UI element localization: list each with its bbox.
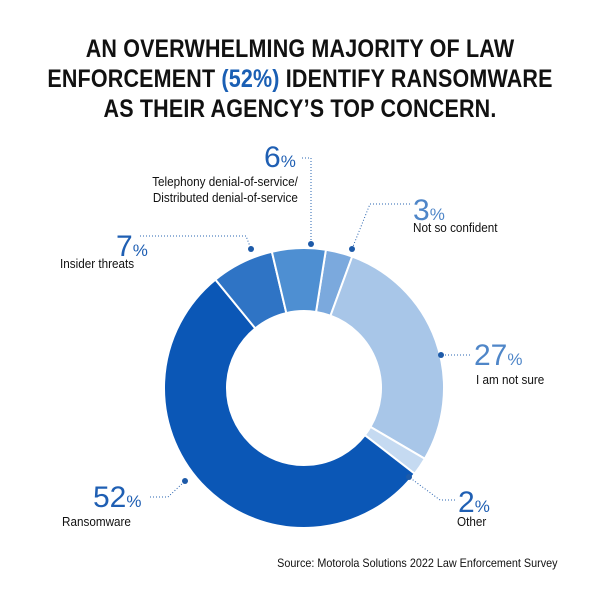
label-line: Telephony denial-of-service/ bbox=[152, 174, 298, 189]
value-label-other: 2% bbox=[458, 488, 490, 522]
percent-sign: % bbox=[280, 152, 296, 171]
value-number: 52 bbox=[93, 481, 127, 514]
chart-title: AN OVERWHELMING MAJORITY OF LAW ENFORCEM… bbox=[42, 34, 558, 124]
category-label-telephony: Telephony denial-of-service/Distributed … bbox=[152, 174, 298, 206]
title-text: IDENTIFY RANSOMWARE bbox=[279, 65, 553, 93]
percent-sign: % bbox=[429, 205, 445, 224]
category-label-not-so-confident: Not so confident bbox=[413, 220, 498, 235]
title-line-1: AN OVERWHELMING MAJORITY OF LAW bbox=[85, 35, 515, 63]
percent-sign: % bbox=[126, 492, 142, 511]
category-label-ransomware: Ransomware bbox=[62, 514, 131, 529]
title-highlight: (52%) bbox=[221, 65, 280, 93]
category-label-not-sure: I am not sure bbox=[476, 372, 545, 387]
title-line-3: AS THEIR AGENCY’S TOP CONCERN. bbox=[103, 95, 497, 123]
value-number: 27 bbox=[474, 339, 508, 372]
leader-dot-telephony bbox=[308, 241, 314, 247]
title-line-2: ENFORCEMENT (52%) IDENTIFY RANSOMWARE bbox=[42, 64, 558, 94]
slice-ransomware bbox=[163, 278, 417, 530]
value-label-not-so-confident: 3% bbox=[413, 196, 445, 230]
value-number: 2 bbox=[458, 486, 475, 519]
label-line: Distributed denial-of-service bbox=[152, 190, 298, 205]
value-label-not-sure: 27% bbox=[474, 341, 523, 375]
leader-dot-not-sure bbox=[438, 352, 444, 358]
value-label-ransomware: 52% bbox=[93, 483, 142, 517]
leader-line-ransomware bbox=[150, 480, 186, 498]
category-label-other: Other bbox=[457, 514, 487, 529]
leader-line-telephony bbox=[302, 157, 312, 244]
value-label-telephony: 6% bbox=[264, 143, 296, 177]
leader-dot-insider bbox=[248, 246, 254, 252]
value-number: 6 bbox=[264, 141, 281, 174]
slice-telephony bbox=[270, 247, 328, 315]
slice-not-sure bbox=[329, 255, 445, 461]
leader-dot-ransomware bbox=[182, 478, 188, 484]
leader-line-other bbox=[408, 476, 455, 501]
category-label-insider: Insider threats bbox=[60, 256, 135, 271]
value-number: 7 bbox=[116, 230, 133, 263]
percent-sign: % bbox=[132, 241, 148, 260]
leader-line-insider bbox=[140, 235, 252, 250]
leader-line-not-so-confident bbox=[351, 203, 410, 250]
value-label-insider: 7% bbox=[116, 232, 148, 266]
leader-dot-not-so-confident bbox=[349, 246, 355, 252]
title-text: ENFORCEMENT bbox=[47, 65, 222, 93]
source-note: Source: Motorola Solutions 2022 Law Enfo… bbox=[277, 556, 558, 570]
percent-sign: % bbox=[474, 497, 490, 516]
value-number: 3 bbox=[413, 194, 430, 227]
leader-dot-other bbox=[406, 474, 412, 480]
percent-sign: % bbox=[507, 350, 523, 369]
